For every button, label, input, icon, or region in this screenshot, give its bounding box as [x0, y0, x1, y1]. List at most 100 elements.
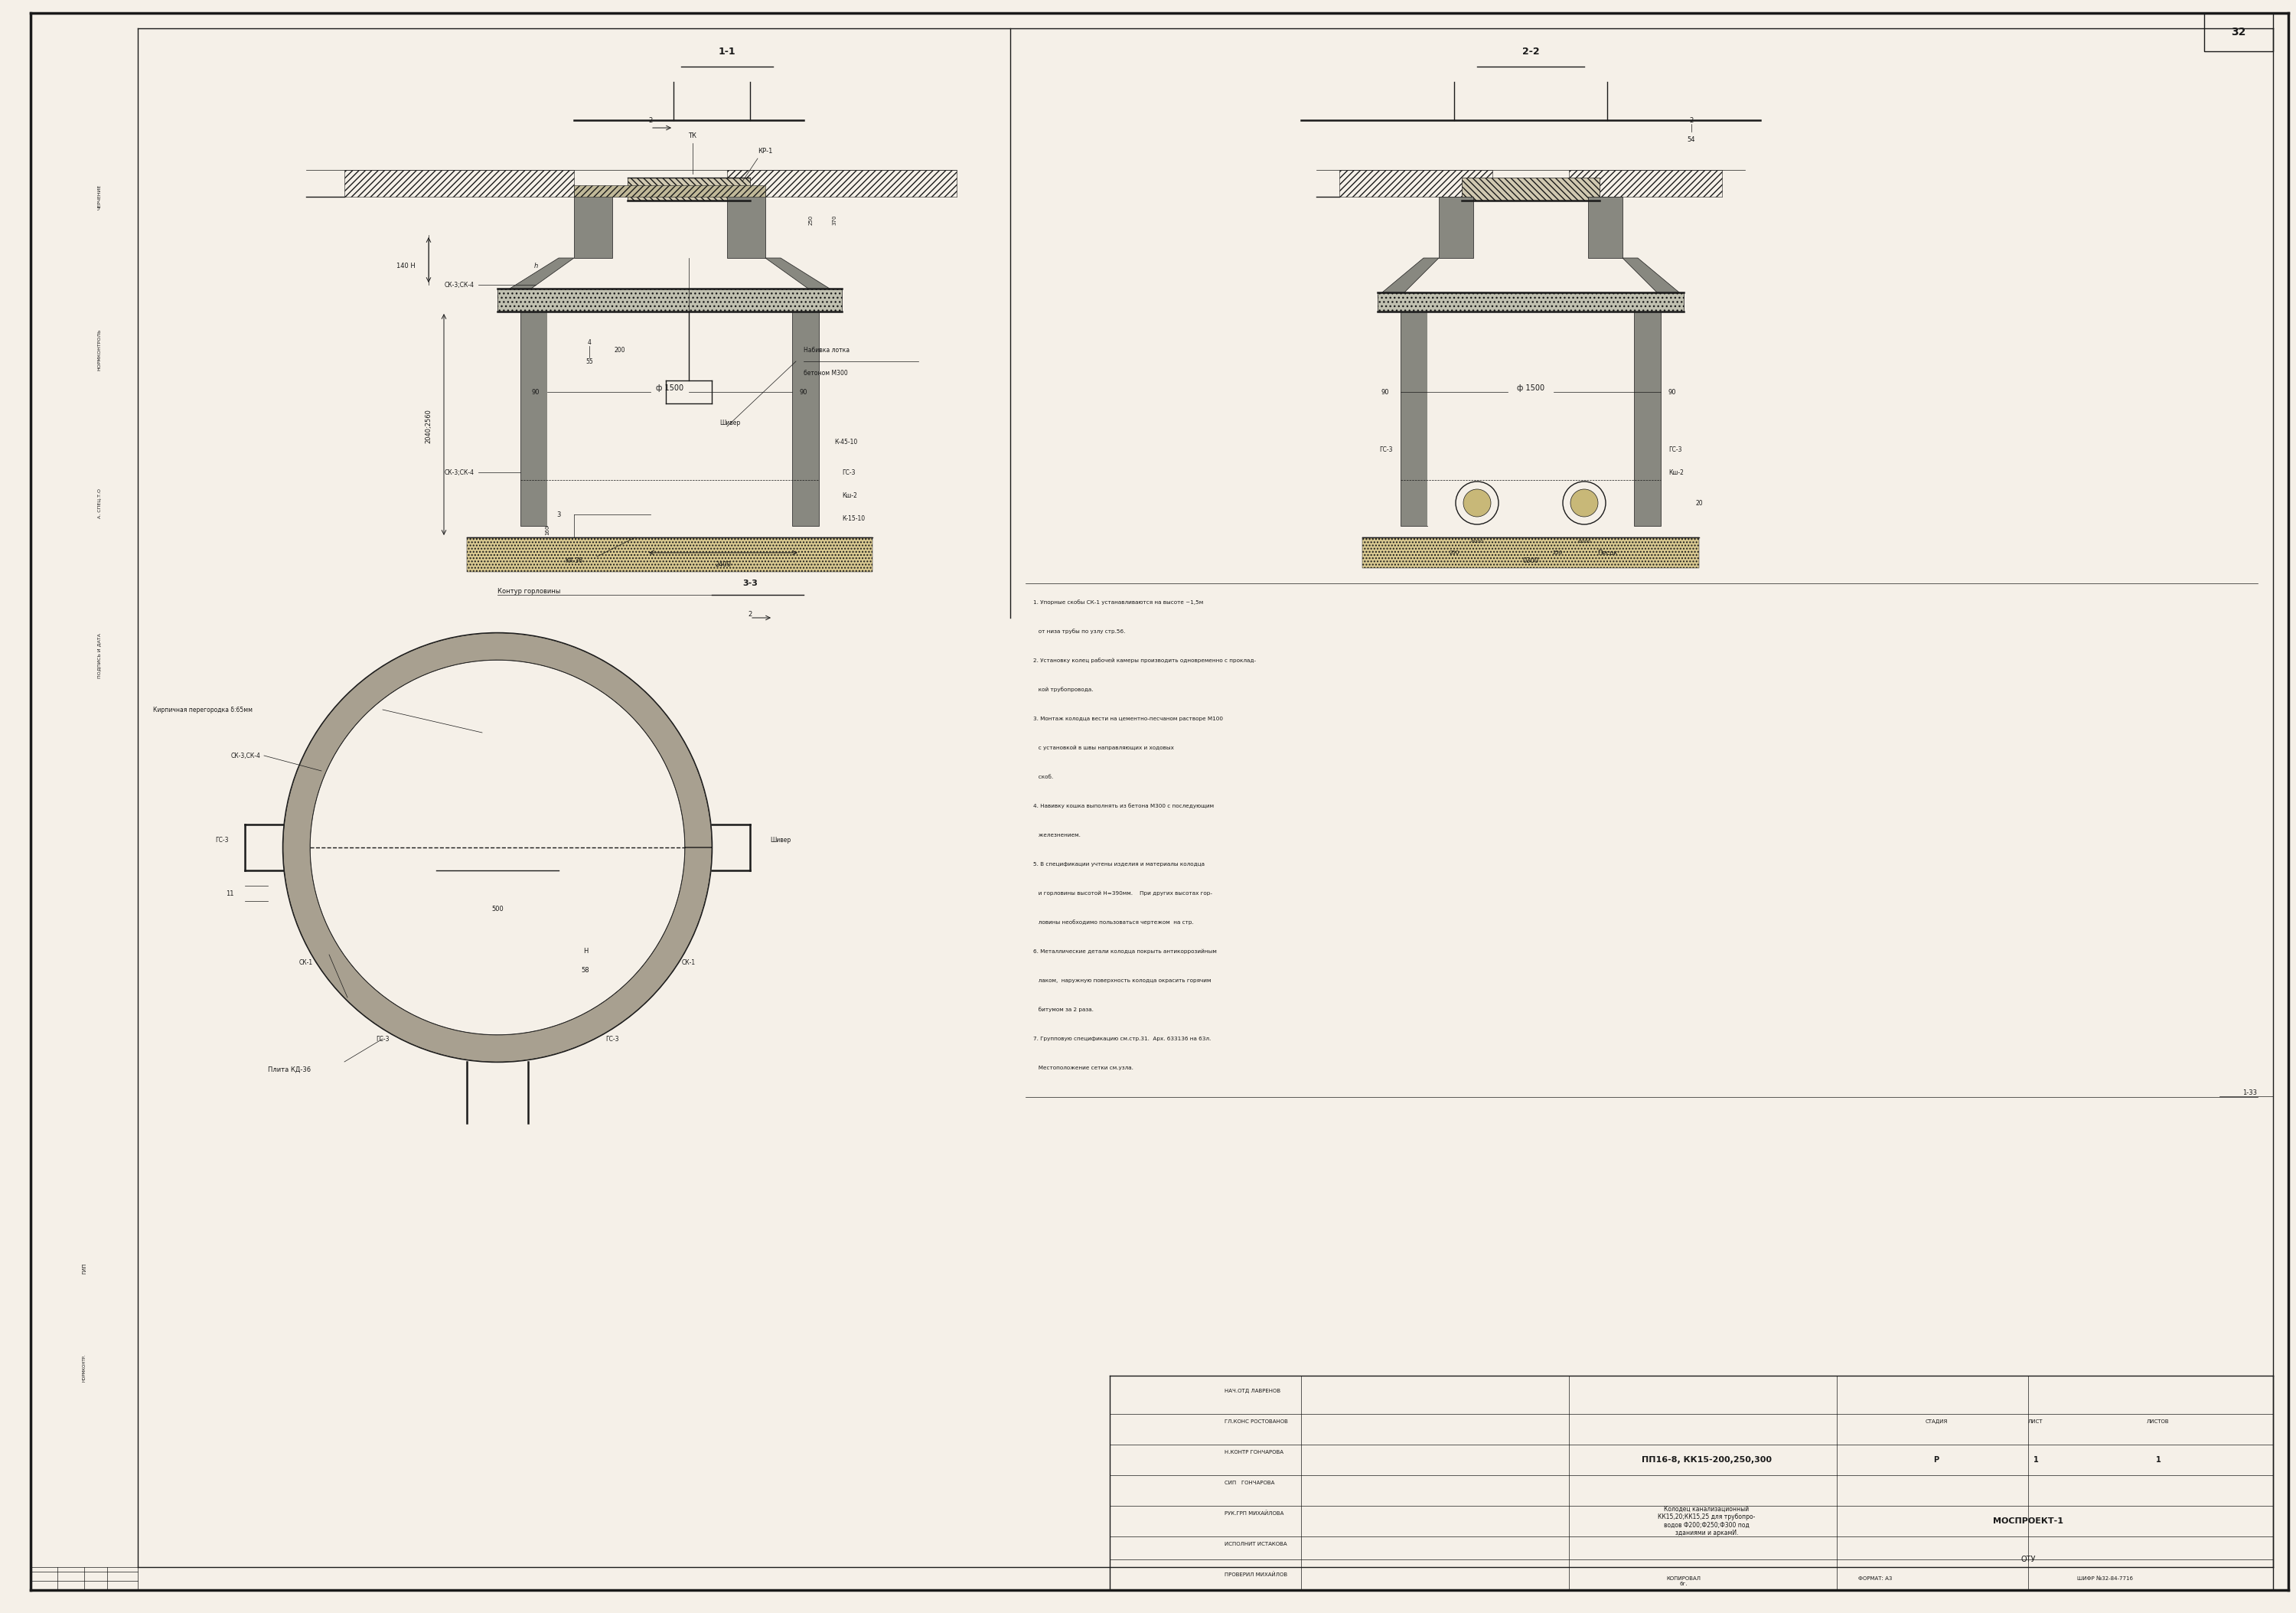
Text: лаком,  наружную поверхность колодца окрасить горячим: лаком, наружную поверхность колодца окра…: [1033, 979, 1212, 982]
Text: СК-1: СК-1: [682, 958, 696, 966]
Polygon shape: [1623, 258, 1683, 297]
Text: Контур горловины: Контур горловины: [498, 587, 560, 595]
Text: бетоном М300: бетоном М300: [804, 369, 847, 376]
Text: с установкой в швы направляющих и ходовых: с установкой в швы направляющих и ходовы…: [1033, 745, 1173, 750]
Text: ГС-3: ГС-3: [843, 469, 856, 476]
Text: ловины необходимо пользоваться чертежом  на стр.: ловины необходимо пользоваться чертежом …: [1033, 919, 1194, 926]
Polygon shape: [1378, 258, 1440, 297]
Text: 32: 32: [2232, 27, 2245, 37]
Text: Кирпичная перегородка δ:65мм: Кирпичная перегородка δ:65мм: [154, 706, 253, 713]
Text: 11: 11: [225, 890, 234, 897]
Text: ЛИСТ: ЛИСТ: [2027, 1419, 2043, 1424]
Text: НОРМКОНТРОЛЬ: НОРМКОНТРОЛЬ: [99, 329, 101, 371]
Text: А. СПЕЦ.Т.О: А. СПЕЦ.Т.О: [99, 489, 101, 518]
Text: ПРОВЕРИЛ МИХАЙЛОВ: ПРОВЕРИЛ МИХАЙЛОВ: [1224, 1573, 1288, 1578]
Bar: [1401, 311, 1428, 526]
Text: К-45-10: К-45-10: [833, 439, 856, 445]
Bar: [1339, 169, 1492, 197]
Text: 1-1: 1-1: [719, 47, 735, 56]
Text: ф 1500: ф 1500: [1518, 384, 1545, 392]
Text: 90: 90: [533, 389, 540, 395]
Text: 6г.: 6г.: [1681, 1582, 1688, 1586]
Text: НОРМКОНТР.: НОРМКОНТР.: [83, 1353, 87, 1382]
Text: 55: 55: [585, 358, 592, 365]
Text: Н.КОНТР ГОНЧАРОВА: Н.КОНТР ГОНЧАРОВА: [1224, 1450, 1283, 1455]
Text: 90: 90: [799, 389, 808, 395]
Text: битумом за 2 раза.: битумом за 2 раза.: [1033, 1007, 1093, 1013]
Circle shape: [1463, 489, 1490, 516]
Bar: [521, 311, 546, 526]
Text: СТАДИЯ: СТАДИЯ: [1924, 1419, 1947, 1424]
Text: Ф200: Ф200: [1577, 539, 1591, 544]
Bar: [792, 311, 820, 526]
Text: 1: 1: [2156, 1457, 2161, 1463]
Text: 7. Групповую спецификацию см.стр.31.  Арх. 633136 на 63л.: 7. Групповую спецификацию см.стр.31. Арх…: [1033, 1037, 1210, 1040]
Text: ГИП: ГИП: [83, 1263, 87, 1274]
Text: 200: 200: [615, 347, 625, 353]
Text: 3-3: 3-3: [742, 579, 758, 587]
Text: 250: 250: [1449, 550, 1460, 555]
Text: ЧЕРЧЕНИЕ: ЧЕРЧЕНИЕ: [99, 184, 101, 210]
Text: КР-1: КР-1: [758, 147, 774, 155]
Text: скоб.: скоб.: [1033, 774, 1054, 779]
Text: ПП16-8, КК15-200,250,300: ПП16-8, КК15-200,250,300: [1642, 1457, 1773, 1463]
Circle shape: [310, 660, 684, 1036]
Text: 4. Навивку кошка выполнять из бетона М300 с последующим: 4. Навивку кошка выполнять из бетона М30…: [1033, 803, 1215, 808]
Bar: [1568, 169, 1722, 197]
Text: ГЛ.КОНС РОСТОВАНОВ: ГЛ.КОНС РОСТОВАНОВ: [1224, 1419, 1288, 1424]
Text: СК-1: СК-1: [298, 958, 312, 966]
Text: Набивка лотка: Набивка лотка: [804, 347, 850, 353]
Text: железнением.: железнением.: [1033, 832, 1081, 837]
Text: 2: 2: [1690, 116, 1694, 124]
Text: 20: 20: [1694, 500, 1704, 506]
Text: ИСПОЛНИТ ИСТАКОВА: ИСПОЛНИТ ИСТАКОВА: [1224, 1542, 1288, 1547]
Polygon shape: [765, 258, 843, 297]
Text: 2040;2560: 2040;2560: [425, 410, 432, 444]
Bar: [728, 169, 957, 197]
Text: 1: 1: [2034, 1457, 2039, 1463]
Text: 3: 3: [556, 511, 560, 518]
Text: ГС-3: ГС-3: [606, 1036, 620, 1042]
Text: 6. Металлические детали колодца покрыть антикоррозийным: 6. Металлические детали колодца покрыть …: [1033, 948, 1217, 953]
Bar: [466, 537, 872, 573]
Bar: [1378, 292, 1683, 311]
Text: 250: 250: [808, 215, 813, 224]
Text: ГС-3: ГС-3: [216, 837, 230, 844]
Text: 1-33: 1-33: [2243, 1089, 2257, 1095]
Text: ГС-3: ГС-3: [1380, 445, 1394, 453]
Text: НАЧ.ОТД ЛАВРЕНОВ: НАЧ.ОТД ЛАВРЕНОВ: [1224, 1389, 1281, 1394]
Text: ОТУ: ОТУ: [2020, 1555, 2037, 1563]
Text: и горловины высотой Н=390мм.    При других высотах гор-: и горловины высотой Н=390мм. При других …: [1033, 890, 1212, 895]
Text: ф 1500: ф 1500: [657, 384, 684, 392]
Text: Песок: Песок: [1598, 550, 1616, 556]
Text: СК-3,СК-4: СК-3,СК-4: [230, 752, 259, 760]
Text: от низа трубы по узлу стр.56.: от низа трубы по узлу стр.56.: [1033, 629, 1125, 634]
Text: 2. Установку колец рабочей камеры производить одновременно с проклад-: 2. Установку колец рабочей камеры произв…: [1033, 658, 1256, 663]
Text: 2: 2: [647, 116, 652, 124]
Text: ГС-3: ГС-3: [1669, 445, 1681, 453]
Text: РУК.ГРП МИХАЙЛОВА: РУК.ГРП МИХАЙЛОВА: [1224, 1511, 1283, 1516]
Text: 500: 500: [491, 905, 503, 911]
Text: СИП   ГОНЧАРОВА: СИП ГОНЧАРОВА: [1224, 1481, 1274, 1486]
Bar: [2204, 13, 2273, 52]
Text: Н: Н: [583, 947, 588, 955]
Text: кой трубопровода.: кой трубопровода.: [1033, 687, 1093, 692]
Bar: [546, 311, 792, 526]
Circle shape: [1570, 489, 1598, 516]
Text: Шивер: Шивер: [769, 837, 792, 844]
Text: ЛИСТОВ: ЛИСТОВ: [2147, 1419, 2170, 1424]
Bar: [1589, 197, 1623, 258]
Text: МОСПРОЕКТ-1: МОСПРОЕКТ-1: [1993, 1518, 2064, 1524]
Text: 140 H: 140 H: [397, 263, 416, 269]
Text: ПОДПИСЬ И ДАТА: ПОДПИСЬ И ДАТА: [99, 634, 101, 679]
Text: 1. Упорные скобы СК-1 устанавливаются на высоте ~1,5м: 1. Упорные скобы СК-1 устанавливаются на…: [1033, 600, 1203, 605]
Bar: [344, 169, 574, 197]
Text: ШИФР №32-84-7716: ШИФР №32-84-7716: [2076, 1576, 2133, 1581]
Text: Местоположение сетки см.узла.: Местоположение сетки см.узла.: [1033, 1066, 1134, 1071]
Text: 3. Монтаж колодца вести на цементно-песчаном растворе М100: 3. Монтаж колодца вести на цементно-песч…: [1033, 716, 1224, 721]
Text: СК-3;СК-4: СК-3;СК-4: [445, 281, 475, 289]
Text: 90: 90: [1382, 389, 1389, 395]
Bar: [1362, 537, 1699, 568]
Bar: [574, 189, 613, 258]
Bar: [498, 289, 843, 311]
